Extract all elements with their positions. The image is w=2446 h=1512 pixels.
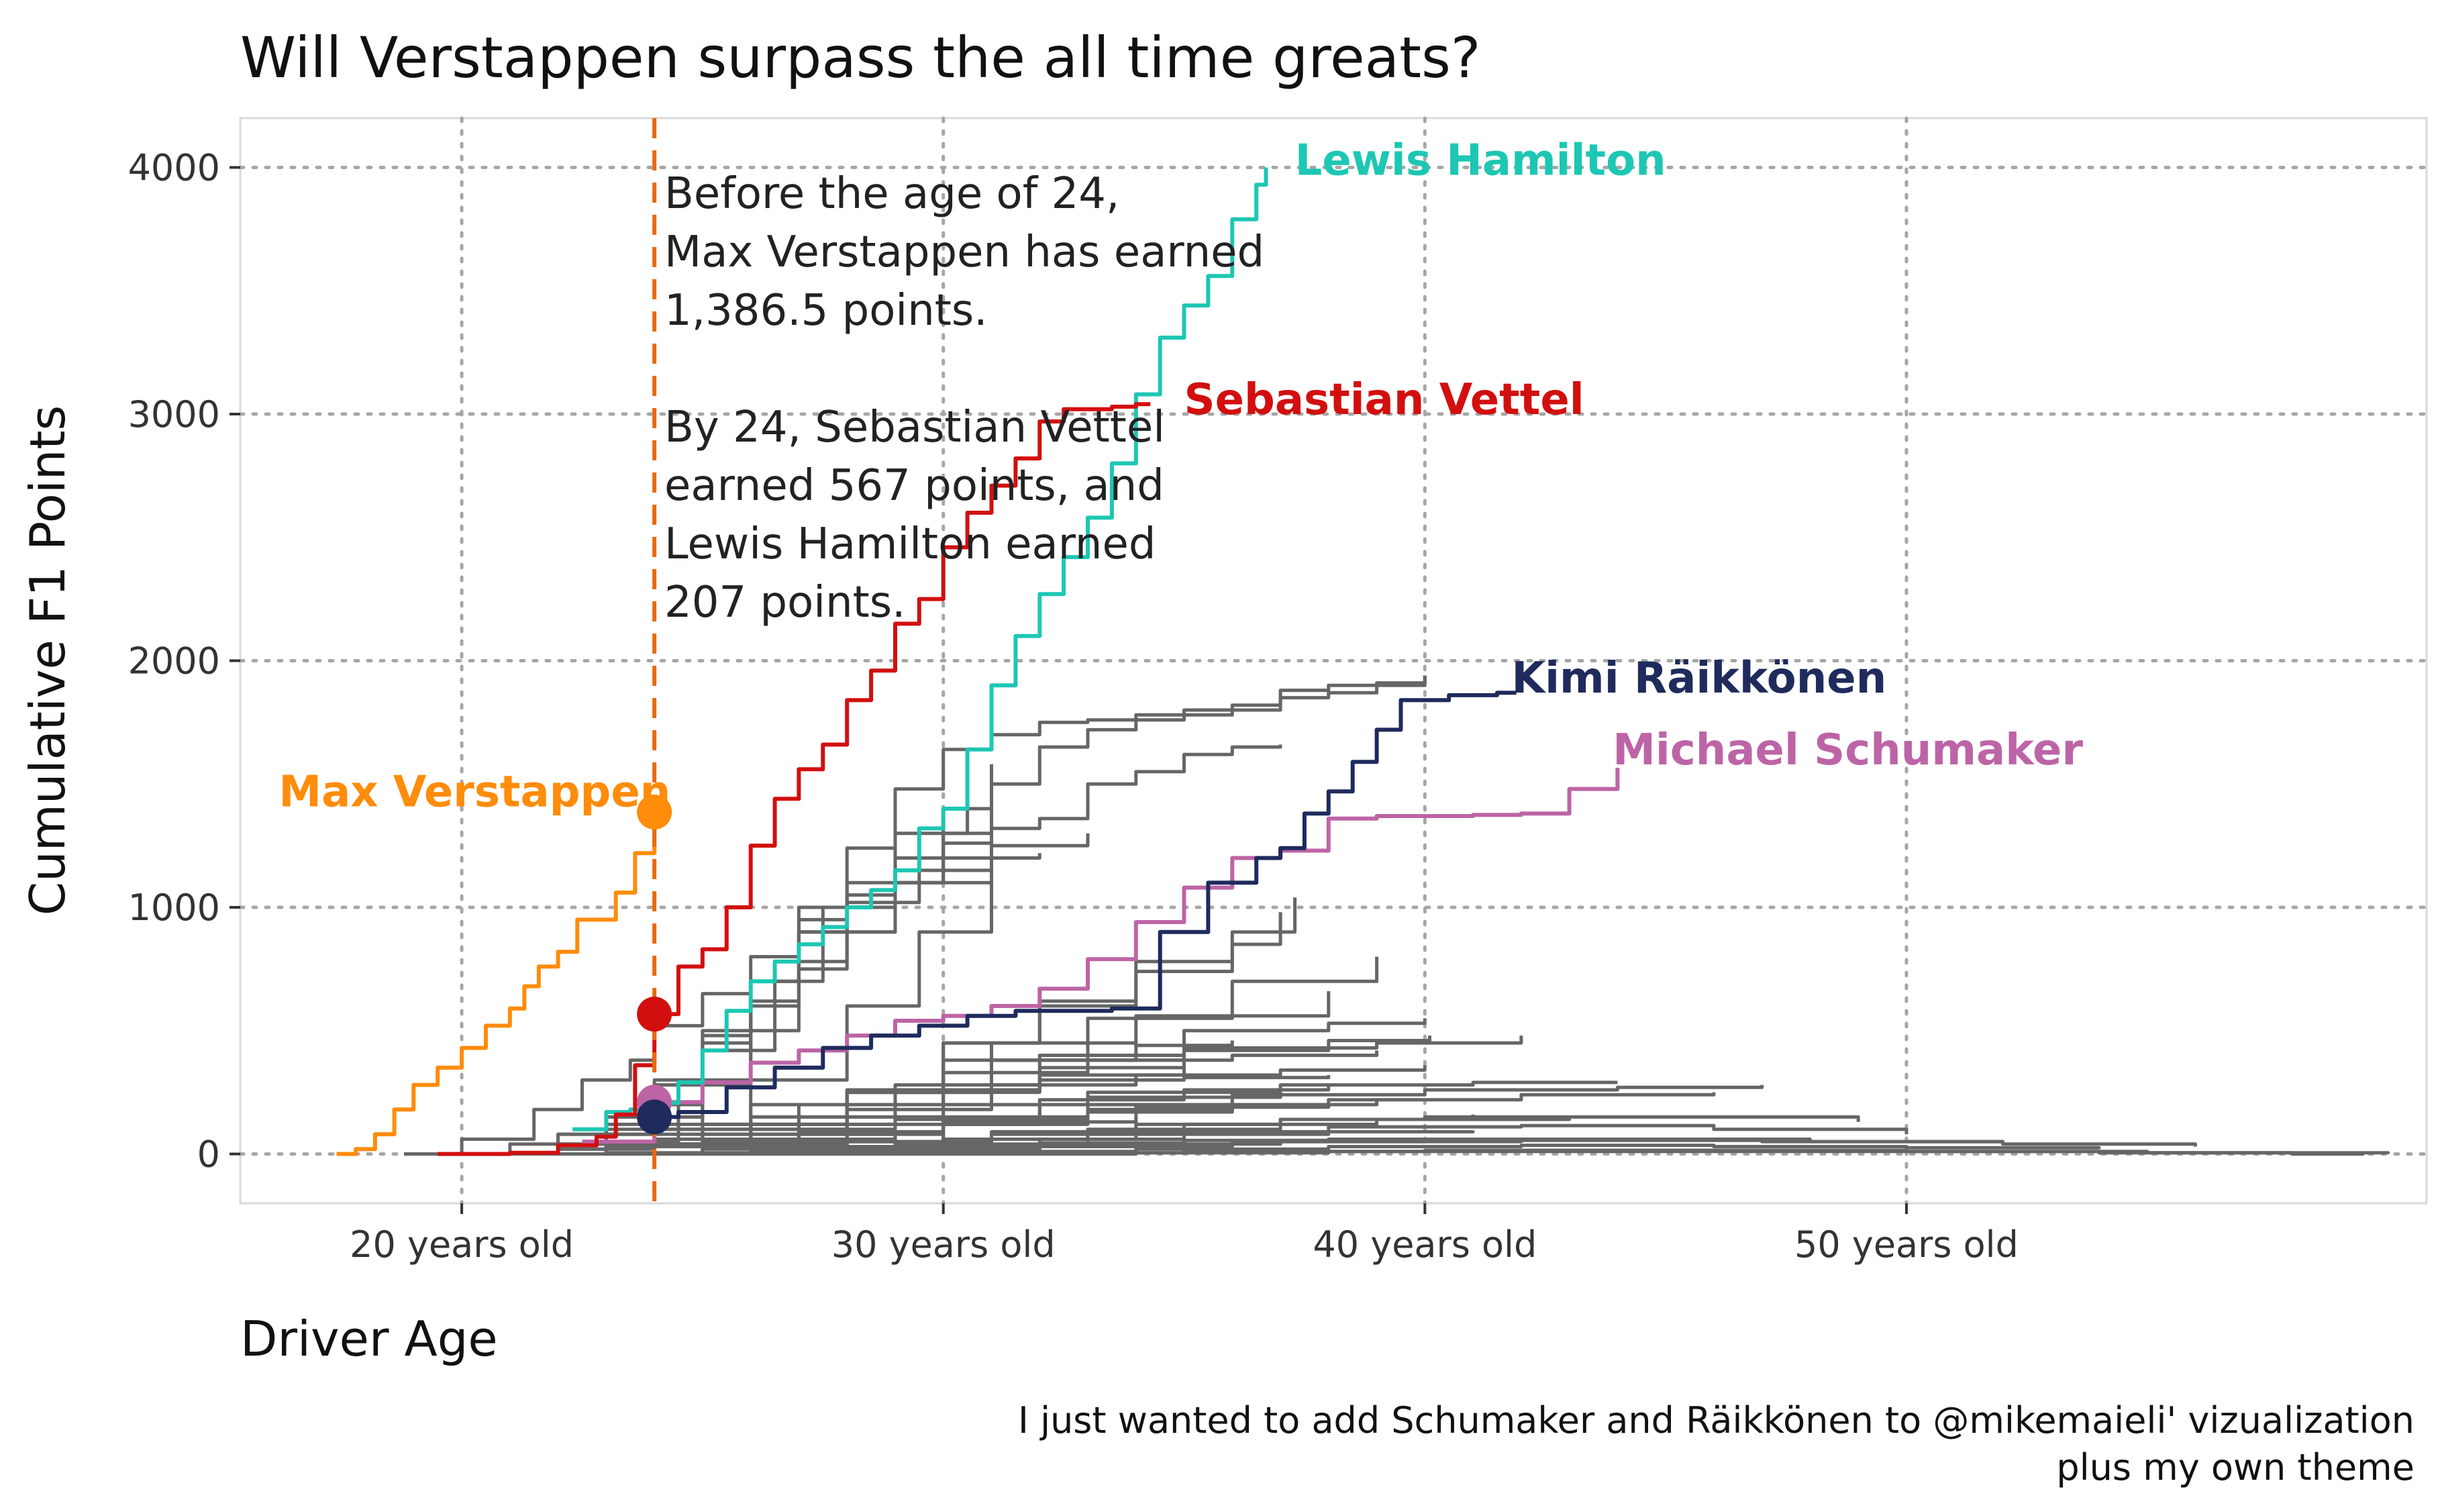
y-tick-label: 3000 <box>128 393 220 436</box>
label-lewis-hamilton: Lewis Hamilton <box>1295 136 1666 185</box>
chart-title: Will Verstappen surpass the all time gre… <box>240 25 1480 91</box>
series-line-lewis-hamilton <box>572 167 1268 1131</box>
annotation-line-2: Max Verstappen has earned <box>664 228 1264 277</box>
series-line-michael-schumaker <box>582 768 1620 1144</box>
label-max-verstappen: Max Verstappen <box>278 767 670 817</box>
x-axis-title: Driver Age <box>240 1311 498 1367</box>
x-tick-label: 30 years old <box>831 1223 1056 1266</box>
marker-max-verstappen <box>637 794 672 829</box>
series-line-max-verstappen <box>336 812 657 1156</box>
driver-labels: Max Verstappen Sebastian Vettel Lewis Hami… <box>278 136 2083 817</box>
axis-ticks: 0 1000 2000 3000 4000 20 years old 30 years ol… <box>128 147 2019 1266</box>
highlighted-driver-lines <box>336 167 1620 1156</box>
x-tick-label: 20 years old <box>350 1223 574 1266</box>
series-line-sebastian-vettel <box>438 402 1151 1156</box>
y-tick-label: 2000 <box>128 640 220 683</box>
y-axis-title: Cumulative F1 Points <box>19 405 76 915</box>
other-driver-line <box>462 1067 1186 1156</box>
caption-line-2: plus my own theme <box>2056 1446 2414 1489</box>
annotation-line-5: By 24, Sebastian Vettel <box>664 403 1165 452</box>
label-sebastian-vettel: Sebastian Vettel <box>1184 375 1584 425</box>
x-tick-label: 40 years old <box>1313 1223 1537 1266</box>
annotation-line-1: Before the age of 24, <box>664 169 1119 219</box>
other-driver-line <box>558 1138 2197 1156</box>
y-tick-label: 4000 <box>128 147 220 189</box>
annotation-line-8: 207 points. <box>664 578 905 627</box>
caption-line-1: I just wanted to add Schumaker and Räikk… <box>1018 1399 2414 1442</box>
annotation-line-7: Lewis Hamilton earned <box>664 519 1156 569</box>
y-tick-label: 1000 <box>128 887 220 929</box>
age-24-markers <box>637 794 672 1135</box>
x-tick-label: 50 years old <box>1794 1223 2019 1266</box>
annotation-line-3: 1,386.5 points. <box>664 286 988 336</box>
marker-kimi-raikkonen <box>637 1099 672 1135</box>
series-line-kimi-raikkonen <box>644 691 1517 1119</box>
other-driver-line <box>702 1148 2390 1156</box>
marker-sebastian-vettel <box>637 997 672 1032</box>
annotation-line-6: earned 567 points, and <box>664 461 1164 511</box>
label-kimi-raikkonen: Kimi Räikkönen <box>1512 654 1887 703</box>
label-michael-schumaker: Michael Schumaker <box>1613 725 2083 775</box>
annotation: Before the age of 24, Max Verstappen has… <box>664 169 1264 627</box>
y-tick-label: 0 <box>197 1133 220 1176</box>
